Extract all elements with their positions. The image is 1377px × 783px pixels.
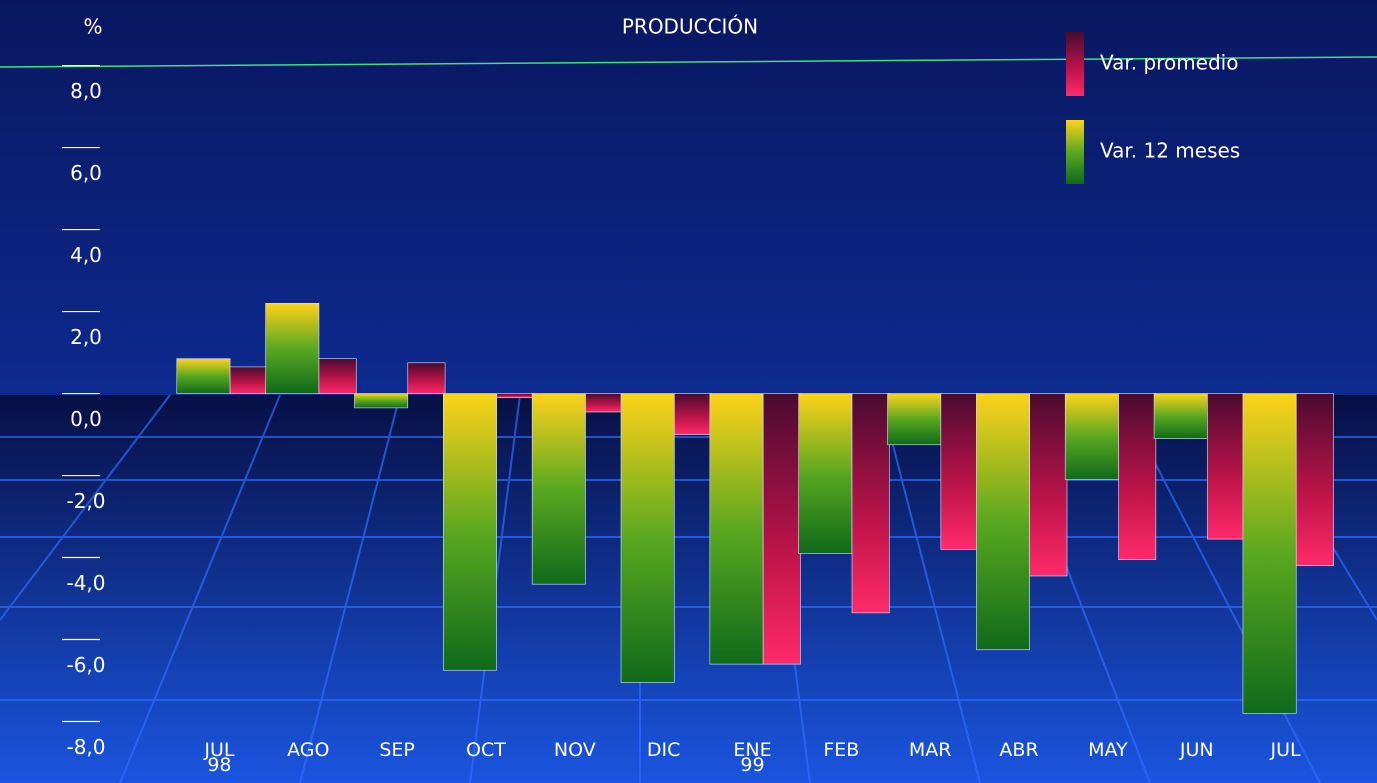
x-tick-label: MAR — [908, 739, 952, 761]
bar — [709, 393, 764, 665]
x-tick-label: NOV — [553, 739, 596, 761]
y-tick-label: -4,0 — [66, 571, 105, 595]
y-tick-label: -2,0 — [66, 489, 105, 513]
bar — [1207, 393, 1246, 540]
y-tick-label: 6,0 — [70, 161, 102, 185]
bar — [265, 303, 320, 394]
chart-title: PRODUCCIÓN — [622, 15, 758, 39]
bar — [887, 393, 942, 446]
bar — [674, 393, 712, 435]
bar — [1064, 393, 1119, 480]
bar — [1153, 393, 1208, 439]
bar — [976, 393, 1031, 651]
x-tick-label: OCT — [466, 739, 506, 761]
x-tick-label: ABR — [999, 739, 1039, 761]
bar — [443, 393, 497, 671]
bar — [762, 393, 801, 665]
floor — [0, 395, 1377, 783]
x-tick-label: JUN — [1179, 739, 1214, 761]
bar — [407, 362, 446, 394]
x-tick-label: AGO — [287, 739, 330, 761]
x-tick-label: JUL — [1270, 739, 1301, 761]
x-tick-label: JUL 98 — [204, 739, 235, 776]
bar — [354, 393, 409, 409]
x-tick-label: MAY — [1088, 739, 1128, 761]
x-tick-label: FEB — [823, 739, 860, 761]
legend-label: Var. promedio — [1100, 51, 1238, 75]
legend-label: Var. 12 meses — [1100, 139, 1240, 163]
bar — [496, 393, 535, 398]
bar — [1029, 393, 1068, 577]
bar — [798, 393, 853, 554]
x-tick-label: SEP — [379, 739, 415, 761]
bar — [1118, 393, 1157, 560]
reference-line — [0, 56, 1377, 68]
bar — [176, 358, 231, 394]
bar — [940, 393, 979, 550]
bar — [318, 358, 357, 394]
bar — [531, 393, 586, 585]
legend-swatch — [1066, 32, 1084, 96]
legend-swatch — [1066, 120, 1084, 184]
y-tick-label: 8,0 — [70, 79, 102, 103]
x-tick-label: ENE 99 — [733, 739, 772, 776]
x-tick-label: DIC — [646, 739, 681, 761]
bar — [585, 393, 624, 413]
bar — [620, 393, 675, 683]
bar — [1295, 393, 1334, 567]
y-tick-label: 0,0 — [70, 407, 102, 431]
bar — [1242, 393, 1297, 714]
bar — [229, 366, 268, 394]
y-unit: % — [83, 15, 102, 39]
y-tick-label: -6,0 — [66, 653, 105, 677]
bar — [851, 393, 890, 614]
y-tick-label: 2,0 — [70, 325, 102, 349]
y-tick-label: -8,0 — [66, 735, 105, 759]
y-tick-label: 4,0 — [70, 243, 102, 267]
